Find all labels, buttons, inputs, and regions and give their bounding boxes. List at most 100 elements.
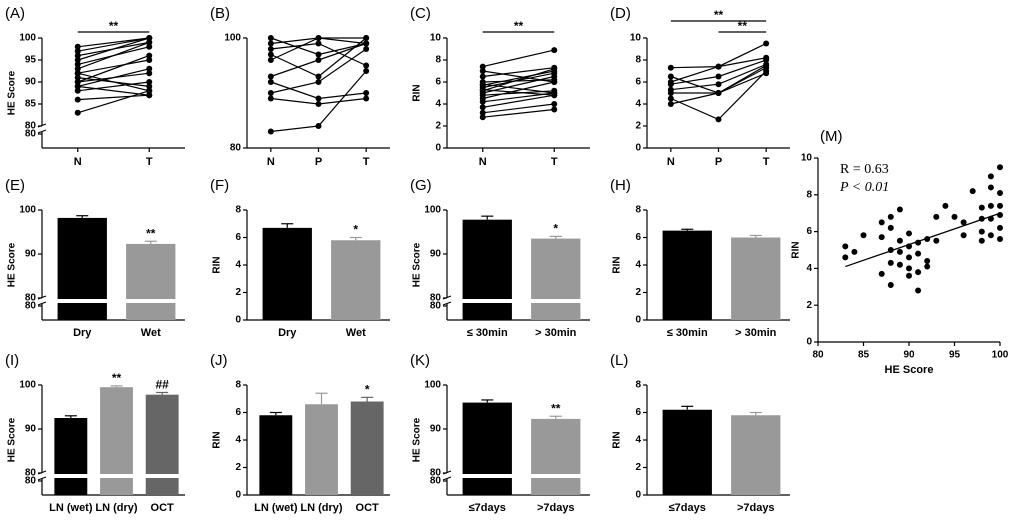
y-tick-label: 100 bbox=[424, 205, 441, 216]
point bbox=[851, 248, 858, 255]
point bbox=[267, 79, 274, 85]
x-tick-label: 95 bbox=[949, 350, 961, 361]
bar bbox=[54, 418, 88, 495]
y-tick-label: 6 bbox=[235, 232, 241, 243]
point bbox=[267, 90, 274, 96]
panel-label: (K) bbox=[410, 352, 430, 369]
y-tick-label: 100 bbox=[19, 380, 36, 391]
point bbox=[363, 35, 370, 41]
subject-line bbox=[77, 72, 150, 83]
x-tick-label: OCT bbox=[151, 502, 175, 514]
point bbox=[896, 248, 903, 255]
x-tick-label: OCT bbox=[356, 502, 380, 514]
y-tick-label: 90 bbox=[25, 77, 37, 88]
y-axis-label: RIN bbox=[791, 241, 802, 258]
point bbox=[551, 101, 558, 107]
point bbox=[915, 269, 922, 276]
x-tick-label: Wet bbox=[346, 327, 366, 339]
point bbox=[987, 232, 994, 239]
x-tick-label: T bbox=[763, 156, 770, 168]
point bbox=[763, 62, 770, 69]
panel-label: (B) bbox=[210, 5, 230, 22]
x-tick-label: Dry bbox=[73, 327, 92, 339]
point bbox=[915, 250, 922, 257]
y-tick-label: 8 bbox=[435, 55, 441, 66]
point bbox=[267, 51, 274, 58]
y-tick-label: 0 bbox=[435, 143, 441, 154]
stat-text: R = 0.63 bbox=[840, 162, 889, 177]
point bbox=[987, 173, 994, 180]
point bbox=[715, 73, 722, 80]
x-tick-label: ≤7days bbox=[669, 502, 706, 514]
point bbox=[924, 258, 931, 265]
point bbox=[146, 39, 153, 46]
point bbox=[551, 90, 558, 96]
point bbox=[315, 95, 322, 102]
y-tick-label: 8 bbox=[235, 205, 241, 216]
point bbox=[887, 259, 894, 266]
subject-line bbox=[482, 67, 555, 78]
y-axis-label: HE Score bbox=[7, 70, 18, 115]
point bbox=[363, 46, 370, 52]
y-tick-label: 2 bbox=[635, 121, 641, 132]
point bbox=[987, 202, 994, 209]
bar bbox=[100, 387, 133, 495]
y-tick-label: 100 bbox=[19, 33, 36, 44]
x-tick-label: N bbox=[667, 156, 675, 168]
y-tick-label: 6 bbox=[235, 407, 241, 418]
point bbox=[479, 109, 486, 116]
significance-label: ** bbox=[109, 19, 119, 33]
point bbox=[74, 96, 81, 103]
point bbox=[978, 228, 985, 235]
point bbox=[146, 70, 153, 77]
y-axis-label: HE Score bbox=[412, 417, 423, 462]
y-axis-label: HE Score bbox=[412, 242, 423, 287]
axis-break bbox=[530, 299, 582, 303]
y-axis-label: RIN bbox=[612, 431, 623, 448]
bar bbox=[731, 237, 781, 320]
point bbox=[315, 73, 322, 80]
point bbox=[969, 188, 976, 195]
panel-label: (F) bbox=[210, 177, 229, 194]
y-tick-label: 100 bbox=[19, 205, 36, 216]
x-tick-label: T bbox=[146, 156, 153, 168]
point bbox=[842, 243, 849, 250]
y-tick-label: 80 bbox=[25, 129, 37, 140]
point bbox=[267, 35, 274, 41]
y-axis-label: HE Score bbox=[7, 242, 18, 287]
point bbox=[997, 202, 1003, 209]
y-tick-label: 90 bbox=[430, 249, 442, 260]
point bbox=[479, 104, 486, 111]
bar bbox=[531, 238, 581, 320]
y-tick-label: 8 bbox=[235, 380, 241, 391]
y-tick-label: 10 bbox=[430, 33, 442, 44]
x-tick-label: 85 bbox=[858, 350, 870, 361]
point bbox=[896, 206, 903, 213]
x-tick-label: N bbox=[267, 156, 275, 168]
point bbox=[363, 90, 370, 96]
y-tick-label: 6 bbox=[635, 77, 641, 88]
point bbox=[715, 81, 722, 88]
x-tick-label: P bbox=[315, 156, 322, 168]
point bbox=[363, 68, 370, 74]
point bbox=[987, 184, 994, 191]
point bbox=[479, 63, 486, 70]
point bbox=[146, 65, 153, 72]
point bbox=[896, 261, 903, 268]
significance-label: ** bbox=[714, 8, 724, 22]
point bbox=[997, 224, 1003, 231]
panel-label: (L) bbox=[610, 352, 628, 369]
y-tick-label: 85 bbox=[25, 99, 37, 110]
point bbox=[315, 123, 322, 129]
subject-line bbox=[77, 41, 150, 57]
point bbox=[878, 270, 885, 277]
point bbox=[74, 79, 81, 85]
y-tick-label: 8 bbox=[635, 205, 641, 216]
point bbox=[878, 234, 885, 241]
point bbox=[667, 95, 674, 102]
point bbox=[997, 164, 1003, 171]
subject-line bbox=[77, 94, 150, 101]
panel-label: (M) bbox=[820, 128, 843, 145]
point bbox=[74, 74, 81, 81]
subject-line bbox=[77, 85, 150, 96]
